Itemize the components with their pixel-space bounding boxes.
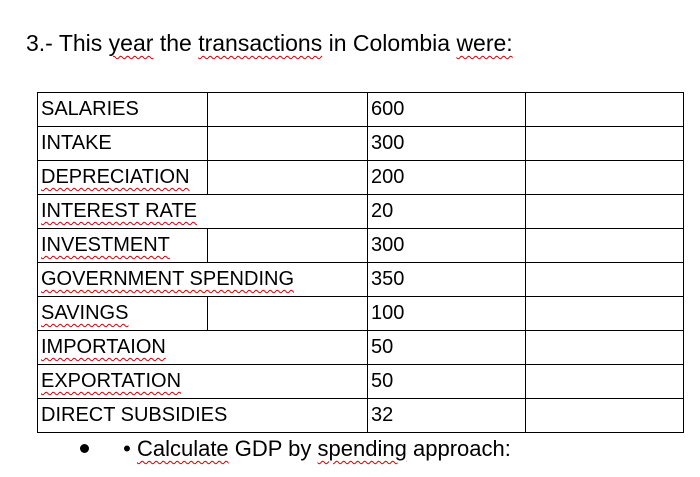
- row-label: INTAKE: [37, 126, 208, 161]
- row-value: 200: [367, 160, 526, 195]
- task-word-gdp-by: GDP by: [234, 436, 312, 461]
- row-label: INTEREST RATE: [37, 194, 208, 229]
- row-label: EXPORTATION: [37, 364, 208, 399]
- table-row: SALARIES 600: [37, 92, 684, 127]
- row-label-text: INTEREST RATE: [41, 200, 197, 222]
- row-value: 300: [367, 228, 526, 263]
- heading-word-transactions: transactions: [198, 30, 323, 56]
- empty-cell: [525, 92, 684, 127]
- row-label-text: EXPORTATION: [41, 370, 182, 392]
- row-value: 50: [367, 330, 526, 365]
- row-label: IMPORTAION: [37, 330, 208, 365]
- empty-cell: [525, 160, 684, 195]
- row-label-text: INVESTMENT: [41, 234, 170, 256]
- table-row: INTEREST RATE 20: [37, 194, 684, 229]
- empty-cell: [525, 228, 684, 263]
- empty-cell: [207, 364, 368, 399]
- empty-cell: [207, 296, 368, 331]
- empty-cell: [525, 296, 684, 331]
- inner-bullet: •: [123, 436, 131, 461]
- task-word-approach: approach:: [412, 436, 511, 461]
- table-row: EXPORTATION 50: [37, 364, 684, 399]
- table-row: GOVERNMENT SPENDING 350: [37, 262, 684, 297]
- row-value: 20: [367, 194, 526, 229]
- heading-word-year: year: [108, 30, 154, 56]
- empty-cell: [525, 330, 684, 365]
- row-label-text: GOVERNMENT SPENDING: [41, 268, 294, 290]
- row-label: GOVERNMENT SPENDING: [37, 262, 294, 297]
- question-number: 3.-: [26, 30, 53, 56]
- empty-cell: [207, 194, 368, 229]
- row-value: 32: [367, 398, 526, 433]
- empty-cell: [207, 330, 368, 365]
- empty-cell: [207, 398, 368, 433]
- table-row: SAVINGS 100: [37, 296, 684, 331]
- row-label: DIRECT SUBSIDIES: [37, 398, 227, 433]
- row-value: 350: [367, 262, 526, 297]
- row-value: 50: [367, 364, 526, 399]
- heading-word-were: were:: [456, 30, 513, 56]
- row-label: INVESTMENT: [37, 228, 208, 263]
- row-label: DEPRECIATION: [37, 160, 208, 195]
- empty-cell: [207, 126, 368, 161]
- heading-word-in-colombia: in Colombia: [328, 30, 451, 56]
- empty-cell: [207, 92, 368, 127]
- row-label-text: SAVINGS: [41, 302, 129, 324]
- row-label: SAVINGS: [37, 296, 208, 331]
- empty-cell: [525, 398, 684, 433]
- row-label-text: IMPORTAION: [41, 336, 166, 358]
- empty-cell: [207, 160, 368, 195]
- empty-cell: [207, 228, 368, 263]
- heading-word-the: the: [159, 30, 192, 56]
- row-value: 100: [367, 296, 526, 331]
- row-value: 300: [367, 126, 526, 161]
- empty-cell: [525, 126, 684, 161]
- row-label: SALARIES: [37, 92, 208, 127]
- empty-cell: [525, 194, 684, 229]
- table-row: DIRECT SUBSIDIES 32: [37, 398, 684, 433]
- table-row: DEPRECIATION 200: [37, 160, 684, 195]
- table-row: INVESTMENT 300: [37, 228, 684, 263]
- row-label-text: DEPRECIATION: [41, 166, 190, 188]
- task-word-calculate: Calculate: [136, 436, 229, 461]
- bullet-icon: [80, 443, 89, 453]
- transactions-table: SALARIES 600 INTAKE 300 DEPRECIATION 200…: [37, 92, 684, 433]
- question-heading: 3.- This year the transactions in Colomb…: [26, 30, 513, 57]
- task-word-spending: spending: [317, 436, 407, 461]
- row-value: 600: [367, 92, 526, 127]
- heading-word-this: This: [58, 30, 103, 56]
- table-row: INTAKE 300: [37, 126, 684, 161]
- task-line: • Calculate GDP by spending approach:: [80, 436, 511, 462]
- empty-cell: [525, 262, 684, 297]
- empty-cell: [525, 364, 684, 399]
- table-row: IMPORTAION 50: [37, 330, 684, 365]
